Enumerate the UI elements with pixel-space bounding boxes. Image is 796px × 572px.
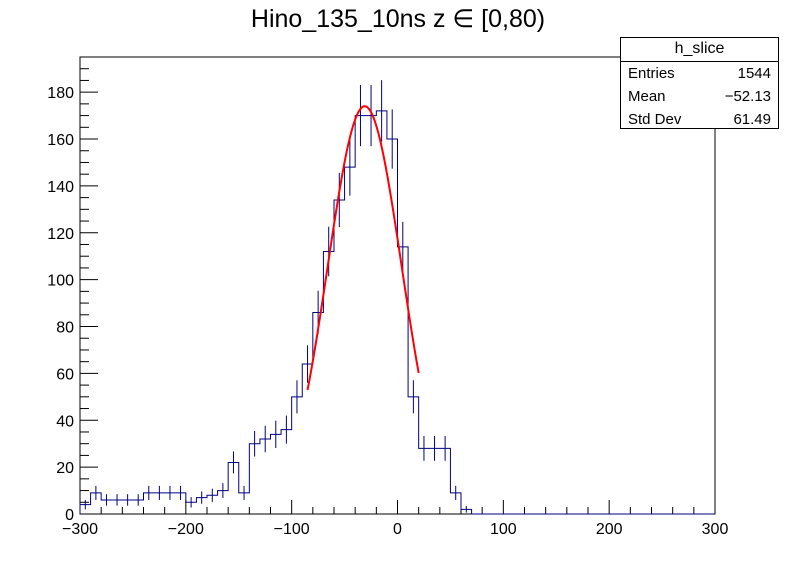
stats-label: Std Dev bbox=[628, 111, 682, 128]
x-tick-label: −200 bbox=[168, 521, 204, 538]
gaussian-fit-curve bbox=[306, 105, 420, 391]
y-tick-label: 20 bbox=[56, 460, 74, 477]
stats-row-mean: Mean −52.13 bbox=[621, 85, 778, 108]
x-tick-label: 200 bbox=[596, 521, 623, 538]
stats-value: −52.13 bbox=[724, 88, 771, 105]
stats-value: 1544 bbox=[737, 65, 771, 82]
y-tick-label: 140 bbox=[47, 179, 74, 196]
chart-title: Hino_135_10ns z ∈ [0,80) bbox=[250, 5, 546, 33]
x-tick-label: 100 bbox=[490, 521, 517, 538]
y-tick-label: 160 bbox=[47, 132, 74, 149]
y-tick-label: 40 bbox=[56, 413, 74, 430]
stats-value: 61.49 bbox=[733, 111, 771, 128]
histogram-outline bbox=[79, 110, 715, 515]
stats-row-stddev: Std Dev 61.49 bbox=[621, 108, 778, 131]
x-tick-label: 0 bbox=[393, 521, 402, 538]
x-tick-label: 300 bbox=[702, 521, 729, 538]
y-tick-label: 0 bbox=[65, 507, 74, 524]
y-tick-label: 120 bbox=[47, 226, 74, 243]
y-tick-label: 180 bbox=[47, 85, 74, 102]
x-tick-label: −100 bbox=[274, 521, 310, 538]
stats-box-name: h_slice bbox=[621, 38, 778, 62]
y-tick-label: 80 bbox=[56, 320, 74, 337]
stats-label: Mean bbox=[628, 88, 666, 105]
stats-row-entries: Entries 1544 bbox=[621, 62, 778, 85]
stats-label: Entries bbox=[628, 65, 675, 82]
x-tick-label: −300 bbox=[62, 521, 98, 538]
y-tick-label: 60 bbox=[56, 366, 74, 383]
y-tick-label: 100 bbox=[47, 273, 74, 290]
stats-box: h_slice Entries 1544 Mean −52.13 Std Dev… bbox=[620, 37, 779, 129]
